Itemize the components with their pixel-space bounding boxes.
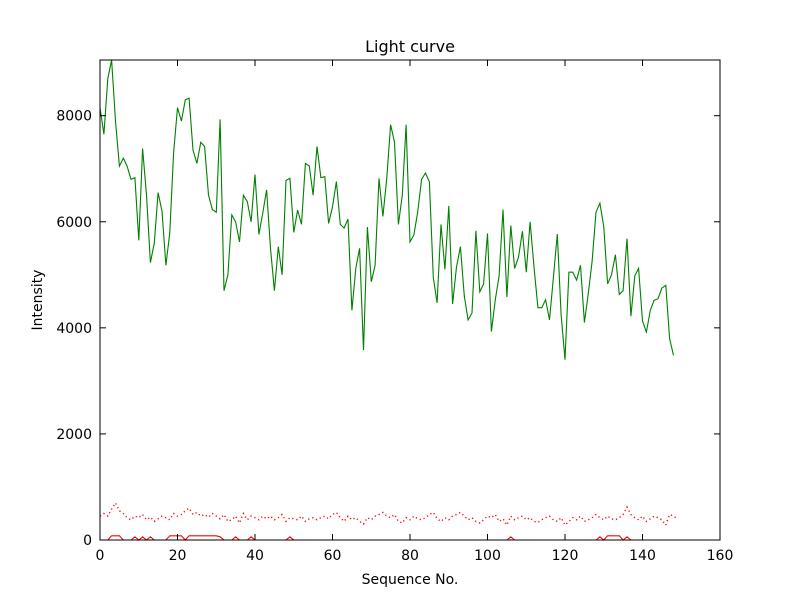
y-tick-label: 6000 — [56, 215, 92, 231]
x-axis: 0 20 40 60 80 100 120 140 160 — [96, 60, 734, 564]
x-tick-label: 100 — [474, 548, 501, 564]
x-tick-label: 140 — [629, 548, 656, 564]
series-line-1 — [99, 501, 678, 527]
x-tick-label: 40 — [246, 548, 264, 564]
chart-title: Light curve — [365, 37, 455, 56]
series-line-0 — [99, 59, 675, 360]
x-tick-label: 80 — [401, 548, 419, 564]
y-tick-label: 4000 — [56, 321, 92, 337]
x-tick-label: 160 — [707, 548, 734, 564]
y-tick-label: 2000 — [56, 427, 92, 443]
y-axis: 0 2000 4000 6000 8000 — [56, 109, 720, 549]
y-tick-label: 0 — [83, 533, 92, 549]
x-axis-label: Sequence No. — [362, 572, 459, 588]
x-tick-label: 20 — [169, 548, 187, 564]
x-tick-label: 60 — [324, 548, 342, 564]
x-tick-label: 120 — [552, 548, 579, 564]
x-tick-label: 0 — [96, 548, 105, 564]
y-tick-label: 8000 — [56, 109, 92, 125]
y-axis-label: Intensity — [30, 270, 46, 331]
